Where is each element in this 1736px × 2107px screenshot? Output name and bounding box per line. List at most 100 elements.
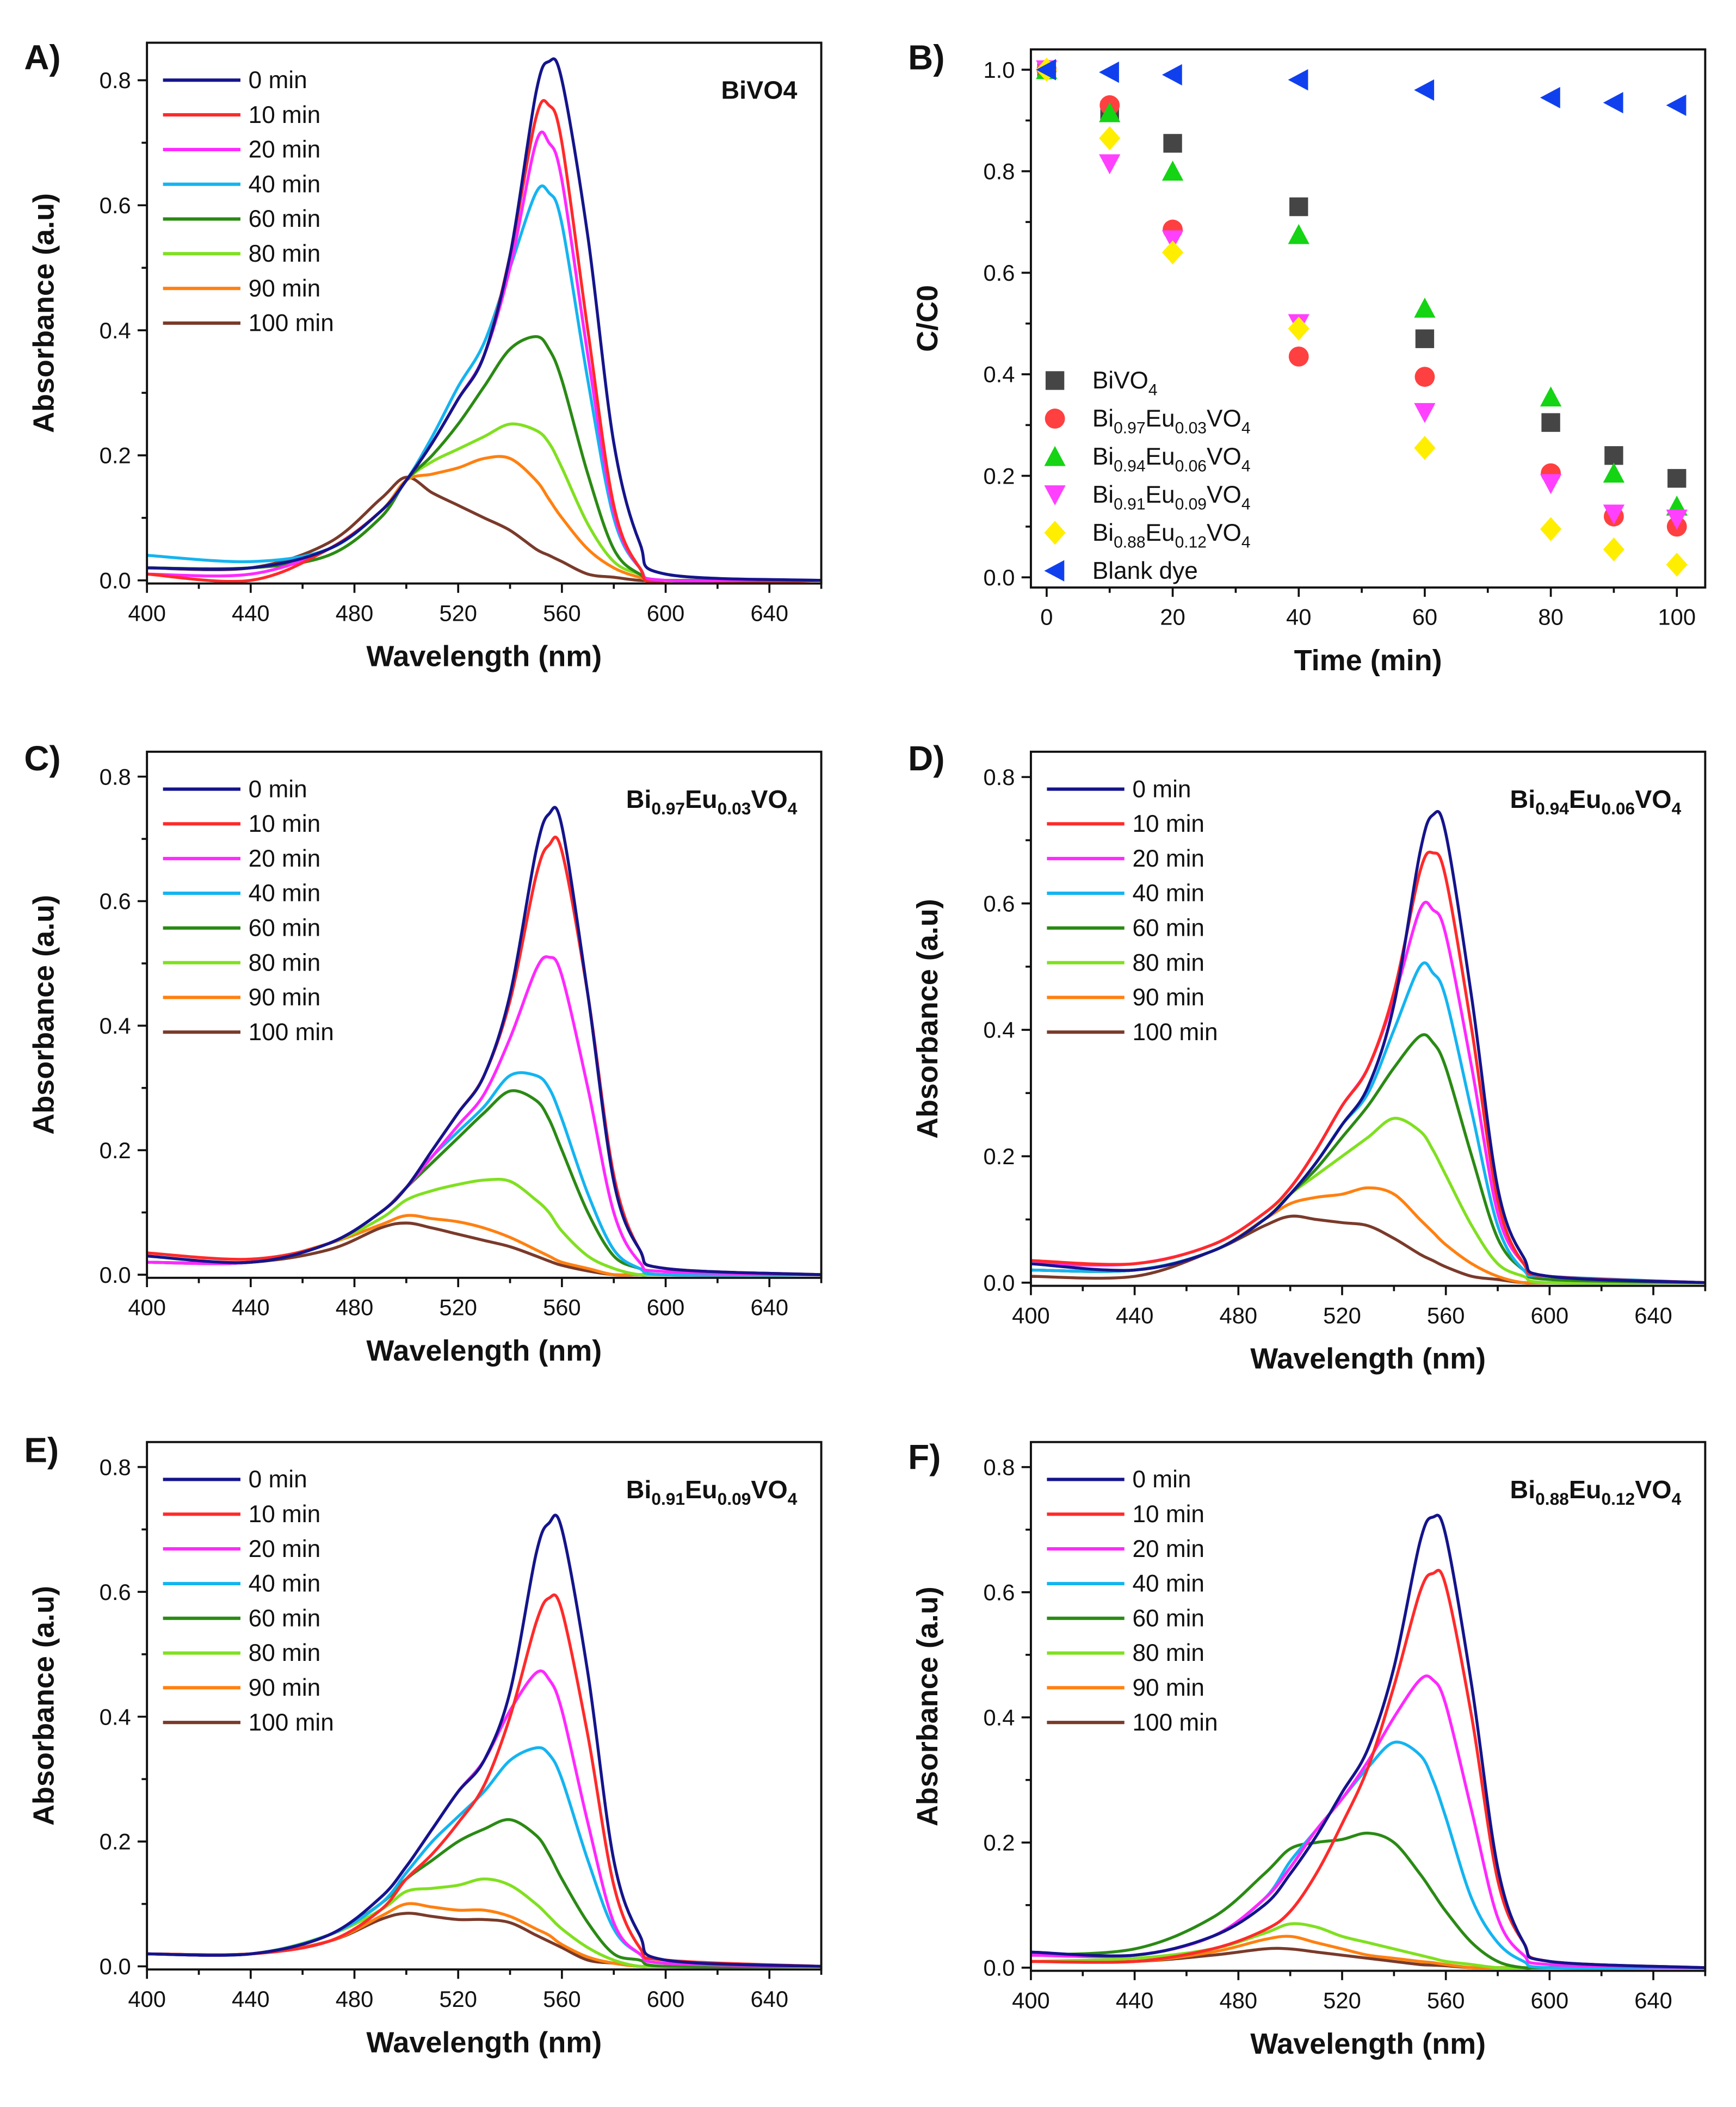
x-tick-label: 400 xyxy=(1012,1987,1050,2013)
x-tick-label: 440 xyxy=(1116,1302,1154,1328)
y-tick-label: 0.0 xyxy=(983,1955,1015,1981)
legend-label: 100 min xyxy=(249,1019,334,1046)
triangle-up-marker xyxy=(1044,446,1066,466)
chart-title: Bi0.94Eu0.06VO4 xyxy=(1510,785,1682,818)
legend-label: 40 min xyxy=(249,880,321,907)
y-tick-label: 0.6 xyxy=(983,1580,1015,1605)
text-part: 0.97 xyxy=(651,799,685,818)
y-tick-label: 0.0 xyxy=(983,565,1015,590)
legend-label: 0 min xyxy=(249,1466,307,1493)
square-marker xyxy=(1604,446,1623,465)
panel-label: E) xyxy=(24,1431,59,1470)
text-part: 4 xyxy=(788,1489,798,1509)
legend-label: 20 min xyxy=(1132,1536,1204,1562)
legend-label: Bi0.91Eu0.09VO4 xyxy=(1092,481,1251,513)
triangle-down-marker xyxy=(1603,504,1625,525)
chart-panel-d: D) 400 440 480 520 560 600 640 0.0 0.2 0.4 0.6 0.8 Wa… xyxy=(908,739,1707,1375)
text-part: 0.94 xyxy=(1535,799,1569,818)
triangle-left-marker xyxy=(1603,92,1623,114)
legend-label: 90 min xyxy=(1132,1675,1204,1701)
diamond-marker xyxy=(1044,521,1066,545)
series-line-60-min xyxy=(147,1818,821,1969)
triangle-left-marker xyxy=(1044,560,1065,582)
x-tick-label: 480 xyxy=(1220,1987,1258,2013)
chart-title: BiVO4 xyxy=(721,76,797,104)
plot-area xyxy=(147,57,821,584)
legend-label: 80 min xyxy=(249,1640,321,1666)
text-part: 0.09 xyxy=(1175,495,1207,513)
series-line-100-min xyxy=(147,1221,821,1277)
text-part: VO xyxy=(751,1475,787,1504)
text-part: Bi xyxy=(1510,785,1536,813)
triangle-left-marker xyxy=(1288,69,1308,91)
plot-area xyxy=(147,806,821,1277)
x-tick-label: 640 xyxy=(750,1295,788,1320)
x-tick-label: 400 xyxy=(128,1986,166,2012)
legend-label: 0 min xyxy=(1132,776,1191,802)
plot-frame xyxy=(146,41,823,585)
text-part: 0.94 xyxy=(1114,457,1145,475)
y-axis-label: Absorbance (a.u) xyxy=(911,899,944,1139)
text-part: VO xyxy=(751,785,787,813)
diamond-marker xyxy=(1414,436,1436,460)
y-tick-label: 0.2 xyxy=(100,1829,131,1855)
x-tick-label: 480 xyxy=(1220,1302,1258,1328)
plot-area xyxy=(1030,810,1706,1285)
text-part: Bi xyxy=(1092,443,1114,470)
text-part: Eu xyxy=(1146,520,1175,546)
y-tick-label: 0.6 xyxy=(983,260,1015,286)
circle-marker xyxy=(1045,409,1065,429)
legend-label: 60 min xyxy=(1132,915,1204,942)
legend-label: 90 min xyxy=(249,984,321,1011)
diamond-marker xyxy=(1603,537,1625,562)
series-line-80-min xyxy=(1030,1116,1706,1285)
x-tick-label: 400 xyxy=(1012,1302,1050,1328)
x-tick-label: 640 xyxy=(750,600,788,626)
text-part: 4 xyxy=(1672,799,1682,818)
legend-label: 0 min xyxy=(249,776,307,802)
text-part: Bi xyxy=(1092,481,1114,508)
text-part: 0.03 xyxy=(1175,419,1207,437)
y-tick-label: 0.6 xyxy=(100,888,131,914)
legend-label: Blank dye xyxy=(1092,558,1198,584)
legend-label: 60 min xyxy=(249,915,321,942)
x-tick-label: 440 xyxy=(232,1986,270,2012)
triangle-down-marker xyxy=(1414,403,1436,423)
y-tick-label: 0.0 xyxy=(983,1270,1015,1295)
chart-panel-f: F) 400 440 480 520 560 600 640 0.0 0.2 0.4 0.6 0.8 Wa… xyxy=(908,1437,1707,2060)
diamond-marker xyxy=(1162,240,1184,265)
y-axis-label: Absorbance (a.u) xyxy=(911,1586,944,1826)
text-part: 0.88 xyxy=(1114,533,1145,551)
text-part: 4 xyxy=(1241,457,1251,475)
legend-label: 40 min xyxy=(1132,1571,1204,1597)
legend-label: 20 min xyxy=(249,845,321,872)
y-tick-label: 0.4 xyxy=(100,318,131,343)
x-tick-label: 520 xyxy=(1323,1302,1361,1328)
triangle-up-marker xyxy=(1162,160,1184,181)
chart-title: Bi0.91Eu0.09VO4 xyxy=(626,1475,798,1509)
legend-label: 20 min xyxy=(249,1536,321,1562)
series-line-40-min xyxy=(1030,1740,1706,1970)
series-line-100-min xyxy=(147,475,821,582)
x-tick-label: 560 xyxy=(543,600,581,626)
text-part: VO xyxy=(1207,520,1241,546)
series-line-0-min xyxy=(147,1513,821,1968)
y-axis-label: C/C0 xyxy=(911,285,944,352)
x-axis-label: Wavelength (nm) xyxy=(1250,1343,1486,1375)
plot-area xyxy=(147,1513,821,1969)
circle-marker xyxy=(1288,346,1309,367)
text-part: Eu xyxy=(1146,405,1175,432)
legend-label: Bi0.97Eu0.03VO4 xyxy=(1092,405,1251,437)
x-tick-label: 400 xyxy=(128,1295,166,1320)
text-part: 4 xyxy=(1241,533,1251,551)
y-tick-label: 0.0 xyxy=(100,1262,131,1288)
legend-label: 20 min xyxy=(1132,845,1204,872)
text-part: 4 xyxy=(1148,381,1158,399)
legend-label: 10 min xyxy=(249,1501,321,1528)
y-tick-label: 0.2 xyxy=(983,1144,1015,1169)
legend-label: 100 min xyxy=(1132,1709,1218,1736)
y-tick-label: 1.0 xyxy=(983,57,1015,83)
legend-label: 60 min xyxy=(249,1605,321,1632)
square-marker xyxy=(1045,371,1065,390)
